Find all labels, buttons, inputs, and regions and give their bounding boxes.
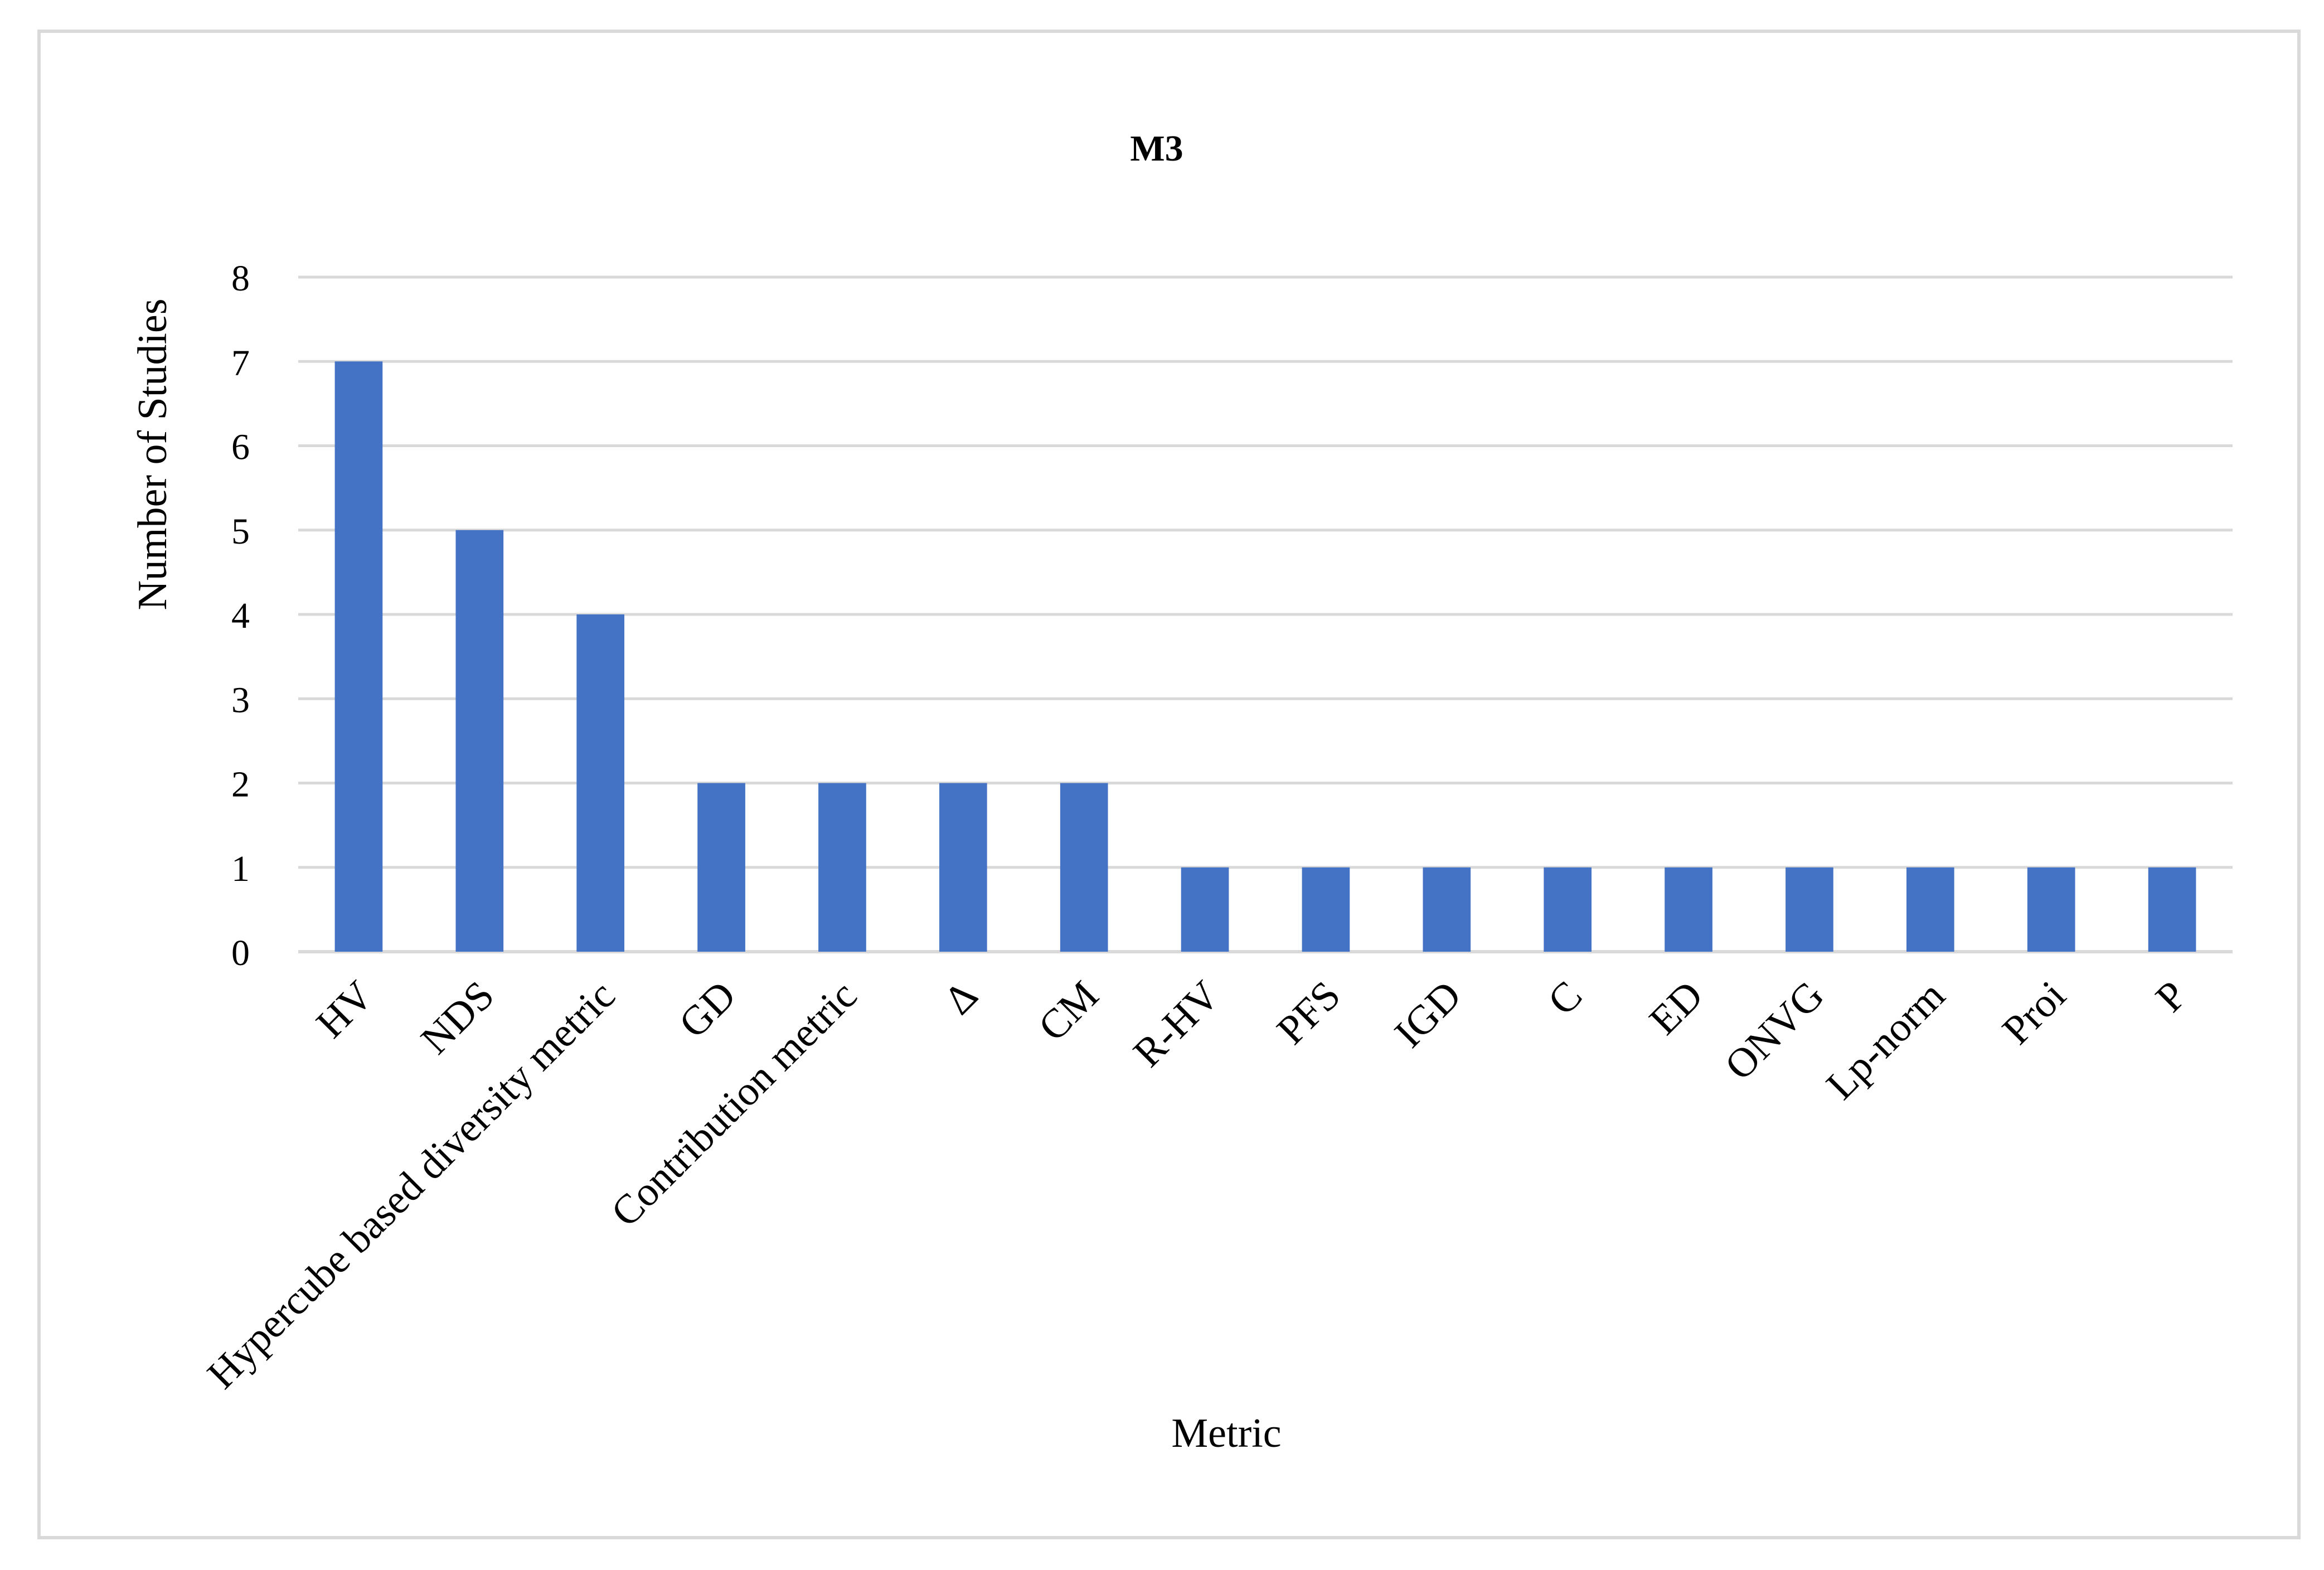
bar — [1181, 867, 1229, 952]
bar — [697, 783, 745, 952]
bar — [576, 614, 625, 952]
y-tick-label: 1 — [231, 849, 250, 889]
bar — [1544, 867, 1592, 952]
bar — [1302, 867, 1350, 952]
bar — [2027, 867, 2075, 952]
chart-title: M3 — [1130, 128, 1183, 169]
bar — [939, 783, 987, 952]
bar — [1060, 783, 1108, 952]
y-tick-label: 5 — [231, 511, 250, 552]
bar — [455, 530, 504, 952]
y-tick-label: 3 — [231, 680, 250, 720]
bar — [2148, 867, 2196, 952]
bar — [818, 783, 866, 952]
bar — [1423, 867, 1471, 952]
y-tick-label: 2 — [231, 764, 250, 805]
bar — [334, 361, 383, 952]
y-tick-label: 0 — [231, 933, 250, 973]
y-tick-label: 8 — [231, 258, 250, 299]
bars — [334, 361, 2196, 952]
y-tick-label: 4 — [231, 595, 250, 636]
chart-frame-border — [37, 30, 2301, 1539]
x-axis-title: Metric — [1171, 1411, 1281, 1456]
y-tick-label: 7 — [231, 342, 250, 383]
bar — [1786, 867, 1833, 952]
y-tick-labels: 0 1 2 3 4 5 6 7 8 — [231, 258, 250, 973]
bar — [1906, 867, 1954, 952]
y-axis-title: Number of Studies — [130, 298, 176, 610]
bar — [1665, 867, 1712, 952]
y-tick-label: 6 — [231, 427, 250, 468]
